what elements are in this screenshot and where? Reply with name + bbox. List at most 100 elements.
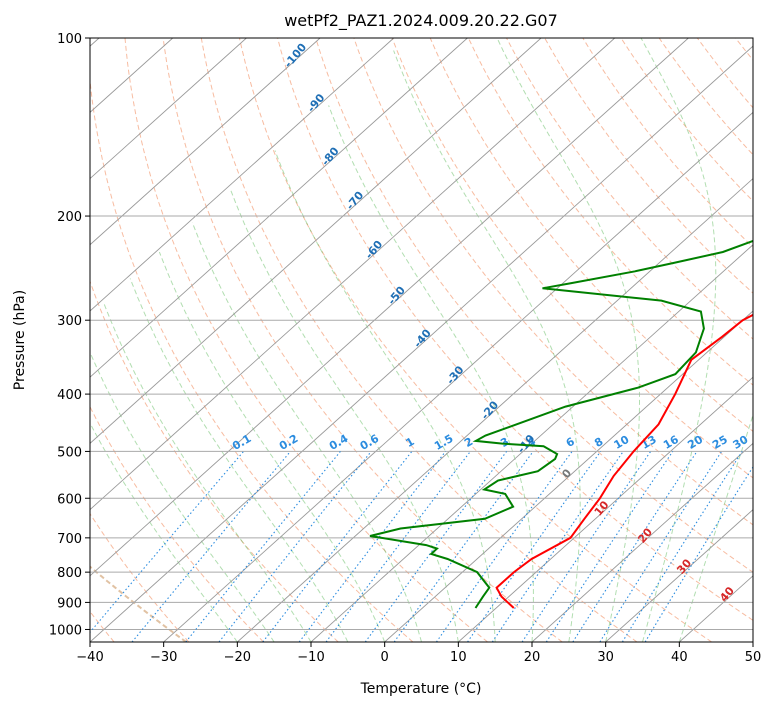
mixing-ratio-line bbox=[90, 451, 245, 634]
y-tick-label: 400 bbox=[57, 388, 82, 403]
dry-adiabat-label: -40 bbox=[411, 326, 434, 350]
x-tick-label: 30 bbox=[597, 650, 614, 665]
mixing-ratio-line bbox=[435, 451, 573, 642]
moist-adiabat bbox=[393, 50, 581, 642]
isotherm bbox=[605, 508, 753, 642]
dry-adiabat-label: -30 bbox=[444, 363, 467, 387]
mixing-ratio-line bbox=[325, 451, 471, 642]
dry-adiabat bbox=[467, 38, 753, 386]
mixing-ratio-label: 1.5 bbox=[432, 432, 455, 453]
y-tick-label: 800 bbox=[57, 566, 82, 581]
mixing-ratio-line bbox=[218, 451, 372, 642]
dry-adiabat-label: -80 bbox=[319, 144, 342, 168]
dry-adiabat bbox=[90, 512, 190, 642]
moist-adiabat bbox=[191, 222, 422, 642]
isotherm bbox=[90, 38, 247, 180]
dry-adiabat-label: 30 bbox=[674, 556, 694, 576]
moist-adiabat bbox=[90, 351, 275, 642]
mixing-ratio-line bbox=[262, 451, 413, 642]
x-axis-label: Temperature (°C) bbox=[360, 681, 482, 697]
y-tick-label: 600 bbox=[57, 492, 82, 507]
moist-adiabat bbox=[229, 188, 459, 642]
dry-adiabat bbox=[620, 38, 753, 202]
x-tick-label: 0 bbox=[381, 650, 389, 665]
isotherm bbox=[237, 177, 753, 642]
y-axis-label: Pressure (hPa) bbox=[12, 290, 28, 390]
dry-adiabat-label: 20 bbox=[635, 525, 655, 545]
mixing-ratio-label: 0.1 bbox=[230, 432, 253, 453]
mixing-ratio-label: 0.4 bbox=[327, 432, 351, 453]
dry-adiabat-label: -20 bbox=[478, 398, 501, 422]
dry-adiabat-label: 40 bbox=[717, 584, 737, 604]
isotherm bbox=[531, 442, 753, 642]
mixing-ratio-line bbox=[572, 451, 698, 642]
moist-adiabat bbox=[274, 150, 496, 642]
mixing-ratio-label: 6 bbox=[564, 435, 577, 450]
dry-adiabat-label: -90 bbox=[305, 91, 328, 115]
moist-adiabat bbox=[328, 105, 534, 642]
chart-title: wetPf2_PAZ1.2024.009.20.22.G07 bbox=[284, 11, 558, 31]
dry-adiabat bbox=[582, 38, 753, 248]
isotherm bbox=[90, 38, 395, 312]
y-tick-label: 500 bbox=[57, 445, 82, 460]
isotherm bbox=[90, 38, 468, 378]
isotherm bbox=[90, 38, 542, 444]
x-tick-label: −40 bbox=[76, 650, 103, 665]
isotherm bbox=[163, 111, 753, 642]
mixing-ratio-line bbox=[491, 451, 624, 642]
moist-adiabat bbox=[158, 251, 386, 642]
dry-adiabat-label: -70 bbox=[344, 189, 367, 213]
isotherm bbox=[679, 575, 753, 642]
x-tick-label: −10 bbox=[297, 650, 324, 665]
dry-adiabat-label: -50 bbox=[385, 284, 408, 308]
y-tick-label: 300 bbox=[57, 314, 82, 329]
line-labels: 0.1 0.2 0.4 0.6 1 1.5 2 3 4 6 8 10 13 16 20 25 30 36-100-… bbox=[230, 41, 771, 605]
isotherm bbox=[752, 641, 753, 642]
plot-frame bbox=[89, 37, 754, 643]
dry-adiabat bbox=[162, 38, 563, 642]
dry-adiabat bbox=[544, 38, 753, 294]
x-tick-label: −20 bbox=[224, 650, 251, 665]
dry-adiabat bbox=[277, 38, 753, 621]
dry-adiabat bbox=[238, 38, 712, 642]
mixing-ratio-line bbox=[644, 466, 753, 642]
dry-adiabat-label: 10 bbox=[592, 498, 612, 518]
mixing-ratio-label: 36 bbox=[751, 433, 771, 452]
moist-adiabat bbox=[678, 413, 753, 642]
mixing-ratio-line bbox=[521, 451, 652, 642]
mixing-ratio-line bbox=[621, 451, 743, 642]
moist-adiabat bbox=[103, 302, 312, 642]
dry-adiabat-label: 0 bbox=[559, 466, 574, 480]
x-tick-label: 10 bbox=[450, 650, 467, 665]
temperature-line bbox=[495, 313, 753, 609]
dry-adiabat-label: -60 bbox=[363, 238, 386, 262]
dry-adiabat bbox=[696, 38, 753, 109]
dry-adiabat-label: -100 bbox=[282, 41, 310, 71]
dry-adiabat bbox=[90, 75, 414, 642]
y-tick-label: 700 bbox=[57, 532, 82, 547]
isotherm bbox=[90, 38, 321, 246]
moist-adiabat bbox=[496, 38, 640, 642]
x-tick-label: −30 bbox=[150, 650, 177, 665]
isotherm bbox=[90, 45, 753, 642]
isotherm bbox=[458, 376, 753, 642]
x-tick-label: 50 bbox=[745, 650, 762, 665]
isotherm bbox=[310, 244, 753, 642]
sounding-series bbox=[369, 239, 753, 609]
mixing-ratio-line bbox=[298, 451, 447, 642]
moist-adiabat bbox=[129, 278, 349, 642]
mixing-ratio-label: 1 bbox=[404, 435, 417, 450]
mixing-ratio-line bbox=[185, 451, 341, 642]
x-tick-label: 40 bbox=[671, 650, 688, 665]
y-tick-label: 900 bbox=[57, 596, 82, 611]
mixing-ratio-label: 30 bbox=[731, 433, 751, 452]
moist-adiabat bbox=[90, 421, 238, 642]
mixing-ratio-label: 0.2 bbox=[277, 432, 300, 453]
isotherm bbox=[384, 310, 753, 642]
dry-adiabat bbox=[391, 38, 753, 479]
mixing-ratio-line bbox=[545, 451, 674, 642]
dry-adiabat bbox=[124, 38, 488, 642]
mixing-ratio-line bbox=[364, 451, 508, 642]
x-tick-label: 20 bbox=[524, 650, 541, 665]
